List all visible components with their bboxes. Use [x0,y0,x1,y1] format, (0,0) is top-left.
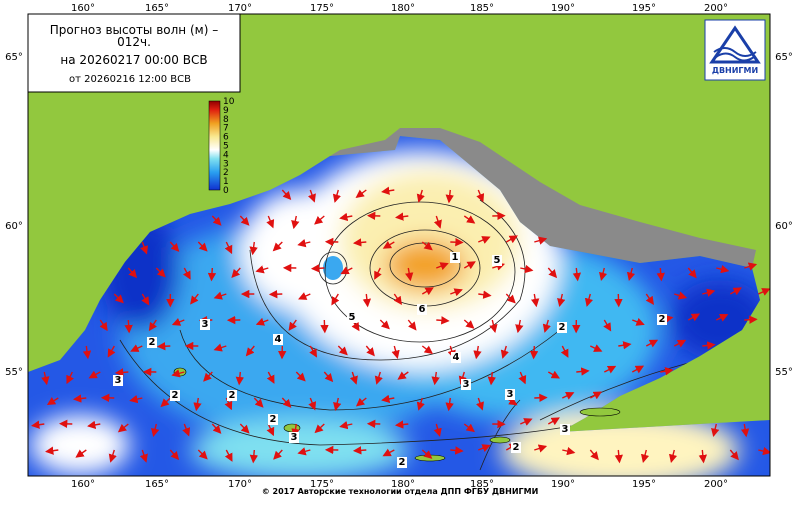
contour-label: 2 [399,457,406,468]
contour-label: 4 [453,352,460,363]
longitude-label: 185° [470,3,494,14]
logo-text: ДВНИГМИ [712,66,758,75]
longitude-label: 180° [391,3,415,14]
arrow [128,320,129,332]
longitude-label: 200° [704,3,728,14]
arrow [158,346,170,347]
latitude-label: 60° [5,221,23,232]
issued-time: от 20260216 12:00 ВСВ [69,74,191,85]
contour-label: 3 [291,432,298,443]
latitude-label: 55° [5,367,23,378]
contour-label: 3 [463,379,470,390]
arrow [450,450,462,451]
longitude-label: 165° [145,479,169,490]
contour-label: 4 [275,334,282,345]
latitude-label: 65° [5,52,23,63]
latitude-label: 55° [775,367,793,378]
colorbar-tick-label: 2 [223,168,229,178]
title-line: 012ч. [117,35,151,49]
colorbar-tick-label: 6 [223,133,229,143]
colorbar-tick-label: 5 [223,142,229,152]
arrow [312,268,324,269]
colorbar-tick-label: 3 [223,159,229,169]
arrow [534,346,535,358]
contour-label: 2 [172,390,179,401]
colorbar-tick-label: 9 [223,106,229,116]
longitude-label: 165° [145,3,169,14]
latitude-label: 65° [775,52,793,63]
contour-label: 1 [452,252,459,263]
longitude-label: 170° [228,479,252,490]
arrow [744,319,756,320]
arrow [116,372,128,373]
footer: © 2017 Авторские технологии отдела ДПП Ф… [262,487,539,496]
colorbar-tick-label: 7 [223,124,229,134]
contour-label: 2 [270,414,277,425]
colorbar-tick-label: 8 [223,115,229,125]
arrow [211,268,212,280]
latitude-label: 60° [775,221,793,232]
longitude-label: 160° [71,3,95,14]
arrow [354,450,366,451]
contour-label: 2 [229,390,236,401]
contour-label: 5 [349,312,356,323]
contour-label: 3 [507,389,514,400]
longitude-label: 160° [71,479,95,490]
longitude-label: 175° [310,3,334,14]
contour-label: 5 [494,255,501,266]
arrow [436,320,448,321]
longitude-label: 190° [551,479,575,490]
arrow [324,320,325,332]
forecast-time: на 20260217 00:00 ВСВ [60,53,207,67]
colorbar-tick-label: 4 [223,150,229,160]
contour-label: 2 [659,314,666,325]
longitude-label: 170° [228,3,252,14]
contour-label: 3 [562,424,569,435]
contour-label: 6 [419,304,426,315]
contour-label: 2 [513,442,520,453]
longitude-label: 190° [551,3,575,14]
contour-label: 2 [149,337,156,348]
contour-label: 3 [202,319,209,330]
contour-label: 3 [115,375,122,386]
colorbar [209,101,220,190]
longitude-label: 195° [632,479,656,490]
colorbar-tick-label: 1 [223,177,229,187]
contour-label: 2 [559,322,566,333]
longitude-label: 195° [632,3,656,14]
longitude-label: 200° [704,479,728,490]
colorbar-tick-label: 0 [223,186,229,196]
colorbar-tick-label: 10 [223,97,235,107]
